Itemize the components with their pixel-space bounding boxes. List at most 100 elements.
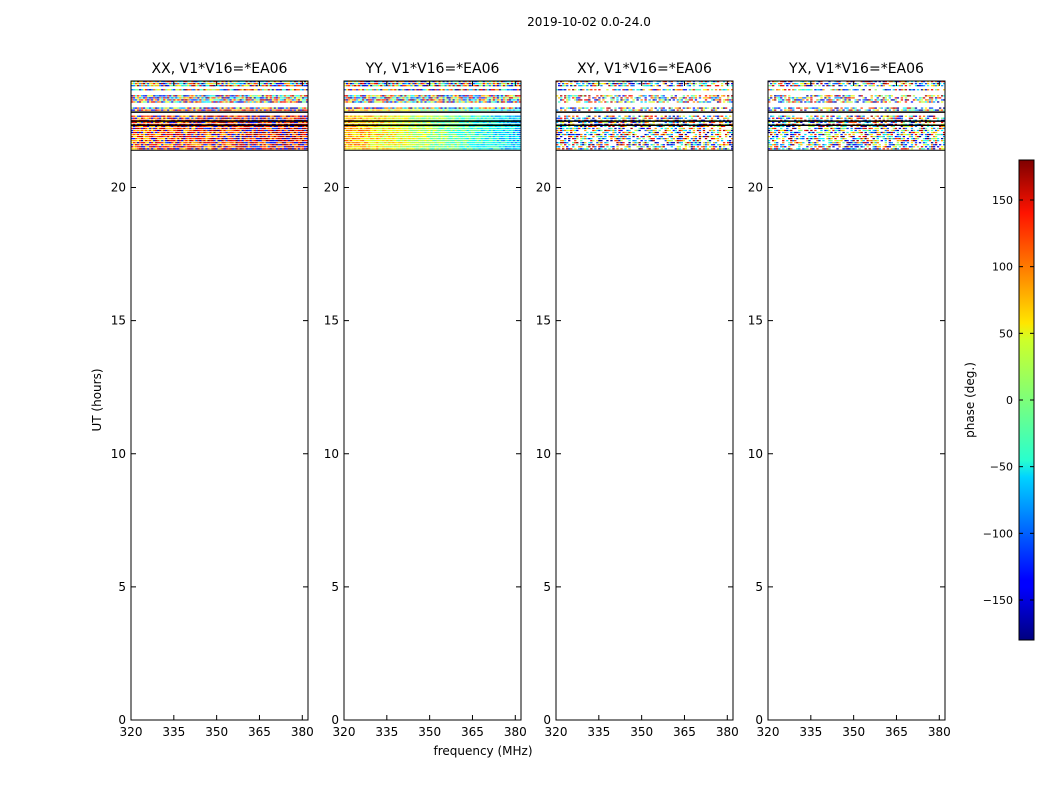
- heatmap-cell: [221, 83, 224, 85]
- heatmap-cell: [287, 89, 291, 91]
- heatmap-cell: [452, 146, 455, 148]
- heatmap-cell: [462, 81, 465, 83]
- heatmap-cell: [368, 127, 371, 130]
- heatmap-cell: [189, 101, 192, 103]
- heatmap-cell: [494, 89, 498, 91]
- heatmap-cell: [446, 95, 449, 97]
- heatmap-cell: [297, 95, 301, 97]
- heatmap-cell: [131, 142, 134, 144]
- heatmap-cell: [217, 119, 220, 121]
- heatmap-cell: [213, 129, 216, 132]
- heatmap-cell: [464, 117, 467, 119]
- heatmap-cell: [344, 99, 347, 101]
- heatmap-cell: [299, 127, 303, 130]
- heatmap-cell: [269, 97, 273, 99]
- heatmap-cell: [279, 142, 283, 144]
- heatmap-cell: [452, 89, 455, 91]
- heatmap-cell: [490, 109, 494, 111]
- heatmap-cell: [243, 83, 246, 85]
- heatmap-cell: [410, 144, 413, 146]
- heatmap-cell: [173, 121, 176, 123]
- heatmap-cell: [492, 99, 496, 101]
- heatmap-cell: [384, 119, 387, 121]
- heatmap-cell: [442, 146, 445, 148]
- heatmap-cell: [201, 99, 204, 101]
- heatmap-cell: [283, 125, 287, 128]
- heatmap-cell: [406, 133, 409, 136]
- heatmap-cell: [281, 109, 285, 111]
- heatmap-cell: [382, 129, 385, 132]
- heatmap-cell: [279, 83, 283, 85]
- heatmap-cell: [261, 95, 265, 97]
- heatmap-cell: [183, 140, 186, 142]
- heatmap-cell: [279, 133, 283, 136]
- heatmap-cell: [490, 148, 494, 150]
- heatmap-cell: [440, 95, 443, 97]
- heatmap-cell: [452, 125, 455, 128]
- heatmap-cell: [394, 127, 397, 130]
- heatmap-cell: [496, 109, 500, 111]
- heatmap-cell: [161, 133, 164, 136]
- heatmap-cell: [271, 135, 275, 138]
- heatmap-cell: [233, 109, 236, 111]
- heatmap-cell: [251, 135, 254, 138]
- heatmap-cell: [237, 121, 240, 123]
- heatmap-cell: [133, 148, 136, 150]
- heatmap-cell: [676, 83, 679, 85]
- heatmap-cell: [372, 133, 375, 136]
- heatmap-cell: [235, 117, 238, 119]
- heatmap-cell: [448, 107, 451, 109]
- heatmap-cell: [241, 81, 244, 83]
- heatmap-cell: [420, 83, 423, 85]
- heatmap-cell: [255, 117, 259, 119]
- heatmap-cell: [568, 81, 571, 83]
- heatmap-cell: [362, 89, 365, 91]
- heatmap-cell: [414, 140, 417, 142]
- heatmap-cell: [147, 81, 150, 83]
- heatmap-cell: [261, 115, 265, 117]
- heatmap-cell: [185, 131, 188, 134]
- heatmap-cell: [297, 125, 301, 128]
- heatmap-cell: [283, 119, 287, 121]
- heatmap-cell: [285, 135, 289, 138]
- heatmap-cell: [422, 140, 425, 142]
- heatmap-cell: [346, 127, 349, 130]
- heatmap-cell: [476, 127, 480, 130]
- heatmap-cell: [358, 127, 361, 130]
- heatmap-cell: [494, 95, 498, 97]
- heatmap-cell: [277, 123, 281, 125]
- heatmap-cell: [149, 146, 152, 148]
- heatmap-cell: [700, 83, 704, 85]
- heatmap-cell: [478, 95, 482, 97]
- heatmap-cell: [151, 131, 154, 134]
- heatmap-cell: [348, 115, 351, 117]
- heatmap-cell: [512, 89, 516, 91]
- heatmap-cell: [267, 140, 271, 142]
- heatmap-cell: [293, 131, 297, 134]
- heatmap-cell: [422, 127, 425, 130]
- heatmap-cell: [482, 89, 486, 91]
- heatmap-cell: [512, 148, 516, 150]
- heatmap-cell: [271, 99, 275, 101]
- heatmap-cell: [444, 97, 447, 99]
- heatmap-cell: [211, 125, 214, 128]
- heatmap-cell: [303, 135, 307, 138]
- heatmap-cell: [291, 121, 295, 123]
- heatmap-cell: [277, 121, 281, 123]
- heatmap-cell: [414, 135, 417, 138]
- heatmap-cell: [374, 81, 377, 83]
- heatmap-cell: [506, 142, 510, 144]
- heatmap-cell: [295, 131, 299, 134]
- heatmap-cell: [444, 99, 447, 101]
- heatmap-cell: [498, 125, 502, 128]
- heatmap-cell: [225, 85, 228, 87]
- heatmap-cell: [221, 123, 224, 125]
- heatmap-cell: [227, 140, 230, 142]
- heatmap-cell: [143, 95, 146, 97]
- heatmap-cell: [145, 142, 148, 144]
- heatmap-cell: [203, 85, 206, 87]
- heatmap-cell: [402, 138, 405, 140]
- heatmap-cell: [225, 115, 228, 117]
- heatmap-cell: [478, 125, 482, 128]
- heatmap-cell: [211, 127, 214, 130]
